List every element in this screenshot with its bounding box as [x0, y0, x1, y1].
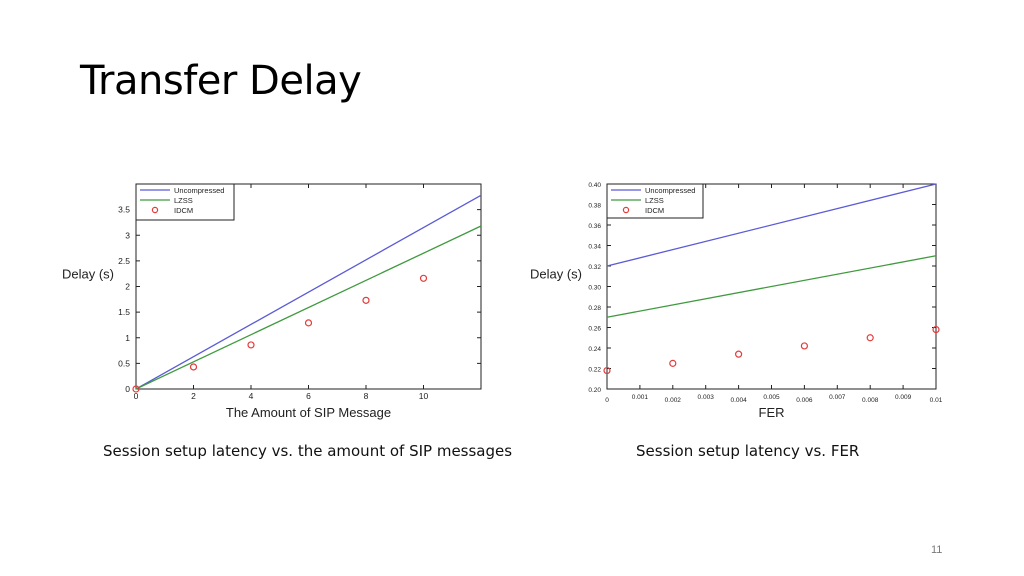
x-tick-label: 0	[134, 391, 139, 401]
x-tick-label: 10	[419, 391, 429, 401]
data-point-idcm	[932, 325, 940, 334]
y-axis-label: Delay (s)	[62, 267, 114, 282]
series-line-lzss	[606, 255, 937, 318]
y-tick-label: 2	[125, 282, 130, 292]
y-tick-label: 0.24	[588, 346, 601, 353]
data-point-idcm	[189, 363, 198, 371]
y-tick-label: 0	[125, 384, 130, 394]
x-tick-label: 8	[364, 391, 369, 401]
y-tick-label: 0.22	[588, 367, 601, 374]
x-tick-label: 2	[191, 391, 196, 401]
x-tick-label: 0.007	[829, 394, 846, 401]
x-tick-label: 0.004	[730, 397, 747, 404]
y-tick-label: 0.38	[588, 203, 601, 210]
legend-label-uncompressed: Uncompressed	[645, 186, 695, 195]
x-tick-label: 0.002	[665, 397, 682, 404]
x-tick-label: 0.01	[930, 397, 943, 404]
y-tick-label: 0.26	[588, 326, 601, 333]
x-tick-label: 0.009	[895, 394, 912, 401]
data-point-idcm	[669, 359, 677, 367]
x-tick-label: 6	[306, 391, 311, 401]
x-axis-label: The Amount of SIP Message	[226, 405, 391, 420]
x-tick-label: 0.008	[862, 397, 879, 404]
data-point-idcm	[304, 319, 313, 327]
y-tick-label: 0.32	[588, 264, 601, 271]
y-tick-label: 0.36	[588, 223, 601, 230]
x-tick-label: 0.006	[796, 397, 813, 404]
y-tick-label: 0.5	[118, 358, 130, 368]
x-tick-label: 0.005	[763, 394, 780, 401]
x-axis-label: FER	[759, 405, 785, 420]
y-tick-label: 0.20	[588, 387, 601, 394]
data-point-idcm	[603, 366, 611, 375]
y-tick-label: 3.5	[118, 205, 130, 215]
legend-label-lzss: LZSS	[174, 196, 193, 205]
data-point-idcm	[866, 334, 874, 342]
y-tick-label: 2.5	[118, 256, 130, 266]
legend-swatch-idcm	[622, 206, 630, 214]
x-tick-label: 0.001	[632, 394, 649, 401]
x-tick-label: 0.003	[698, 394, 715, 401]
slide-title: Transfer Delay	[80, 58, 362, 104]
x-tick-label: 0	[605, 397, 609, 404]
x-tick-label: 4	[249, 391, 254, 401]
y-tick-label: 0.34	[588, 244, 601, 251]
data-point-idcm	[800, 342, 809, 350]
y-tick-label: 0.30	[588, 285, 601, 292]
y-tick-label: 1	[125, 333, 130, 343]
data-point-idcm	[247, 341, 255, 349]
y-tick-label: 1.5	[118, 307, 130, 317]
caption-right: Session setup latency vs. FER	[636, 442, 860, 460]
data-point-idcm	[362, 296, 370, 304]
caption-left: Session setup latency vs. the amount of …	[103, 442, 513, 460]
legend-swatch-idcm	[151, 206, 159, 214]
legend-label-lzss: LZSS	[645, 196, 664, 205]
y-tick-label: 0.40	[588, 182, 601, 189]
legend-label-idcm: IDCM	[174, 206, 193, 215]
data-point-idcm	[419, 274, 428, 282]
page-number: 11	[931, 544, 943, 556]
y-tick-label: 0.28	[588, 305, 601, 312]
legend-label-uncompressed: Uncompressed	[174, 186, 224, 195]
legend-label-idcm: IDCM	[645, 206, 664, 215]
data-point-idcm	[132, 385, 140, 393]
data-point-idcm	[734, 350, 743, 358]
series-line-uncompressed	[135, 194, 482, 390]
series-line-lzss	[135, 225, 482, 390]
series-line-uncompressed	[606, 183, 937, 267]
y-axis-label: Delay (s)	[530, 267, 582, 282]
y-tick-label: 3	[125, 230, 130, 240]
